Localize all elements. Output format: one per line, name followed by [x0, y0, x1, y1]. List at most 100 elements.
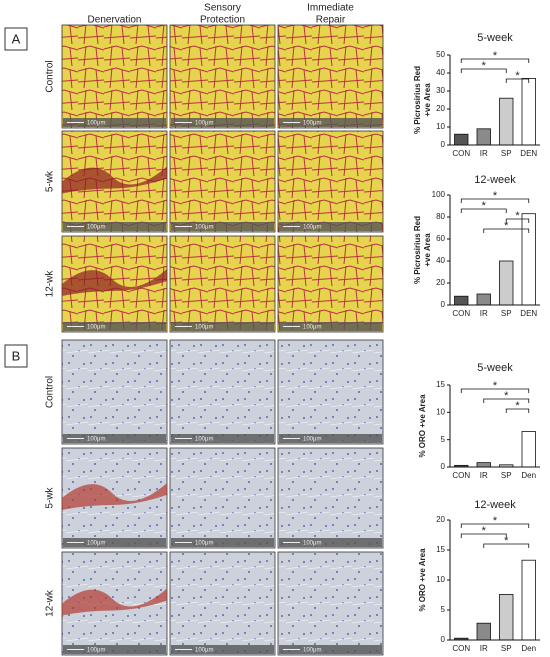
y-tick-label: 0: [441, 300, 446, 309]
significance-label: *: [515, 70, 520, 82]
significance-label: *: [515, 210, 520, 222]
y-tick-label: 50: [436, 50, 445, 59]
scale-bar-label: 100μm: [195, 325, 213, 331]
significance-bracket: [460, 388, 530, 393]
panel-label: A: [12, 31, 21, 46]
significance-bracket: [460, 198, 530, 203]
column-header: Denervation: [88, 15, 142, 26]
scale-bar-label: 100μm: [87, 121, 105, 127]
micrograph: [169, 235, 276, 333]
scale-bar-label: 100μm: [195, 437, 213, 443]
row-label: Control: [45, 376, 56, 408]
micrograph: [61, 339, 168, 445]
significance-bracket: [505, 218, 530, 223]
y-axis-label: % Picrosirius Red: [413, 216, 422, 284]
x-tick-label: SP: [501, 309, 512, 318]
x-tick-label: CON: [452, 644, 470, 653]
scale-bar-label: 100μm: [87, 648, 105, 654]
panel-label-box: [4, 27, 28, 51]
y-tick-label: 60: [436, 234, 445, 243]
scale-bar-label: 100μm: [195, 541, 213, 547]
bar: [476, 128, 491, 146]
bar: [521, 431, 536, 468]
bar: [454, 295, 469, 306]
column-header: Protection: [200, 15, 245, 26]
row-label: Control: [45, 60, 56, 92]
stain-region: [62, 588, 167, 616]
bar: [476, 462, 491, 468]
x-tick-label: IR: [480, 644, 488, 653]
x-tick-label: IR: [480, 149, 488, 158]
scale-bar-strip: [171, 118, 274, 127]
y-tick-label: 15: [436, 380, 445, 389]
y-tick-label: 40: [436, 68, 445, 77]
significance-bracket: [483, 398, 530, 403]
scale-bar-label: 100μm: [87, 225, 105, 231]
panel-label-box: [4, 344, 28, 368]
scale-bar-strip: [171, 222, 274, 231]
x-tick-label: CON: [452, 471, 470, 480]
column-header: Repair: [316, 15, 346, 26]
y-tick-label: 100: [432, 190, 446, 199]
y-tick-label: 20: [436, 104, 445, 113]
scale-bar-strip: [171, 322, 274, 331]
bar: [521, 78, 536, 146]
significance-bracket: [460, 58, 530, 63]
micrograph: [169, 447, 276, 549]
scale-bar-strip: [63, 118, 166, 127]
micrograph: [61, 24, 168, 129]
micrograph: [277, 130, 384, 233]
micrograph: [169, 551, 276, 656]
x-tick-label: DEN: [520, 309, 537, 318]
y-tick-label: 30: [436, 86, 445, 95]
scale-bar-label: 100μm: [195, 648, 213, 654]
scale-bar-label: 100μm: [303, 225, 321, 231]
y-tick-label: 10: [436, 575, 445, 584]
y-tick-label: 40: [436, 256, 445, 265]
row-label: 12-wk: [45, 589, 56, 617]
significance-bracket: [460, 208, 507, 213]
bar: [454, 133, 469, 146]
scale-bar-label: 100μm: [195, 225, 213, 231]
bar: [521, 559, 536, 641]
scale-bar-label: 100μm: [303, 437, 321, 443]
scale-bar-strip: [279, 434, 382, 443]
y-tick-label: 5: [441, 435, 446, 444]
significance-label: *: [493, 50, 498, 62]
y-axis-label: % Picrosirius Red: [413, 66, 422, 134]
y-tick-label: 5: [441, 605, 446, 614]
micrograph: [277, 339, 384, 445]
scale-bar-strip: [63, 538, 166, 547]
y-tick-label: 0: [441, 140, 446, 149]
scale-bar-strip: [279, 645, 382, 654]
y-tick-label: 10: [436, 122, 445, 131]
significance-label: *: [504, 390, 509, 402]
panel-label: B: [12, 348, 21, 363]
chart-title: 5-week: [477, 362, 513, 374]
chart-title: 12-week: [474, 499, 516, 511]
y-tick-label: 20: [436, 278, 445, 287]
bar: [476, 622, 491, 641]
significance-label: *: [504, 535, 509, 547]
bar: [499, 260, 514, 306]
significance-bracket: [483, 228, 530, 233]
micrograph: [169, 130, 276, 233]
scale-bar-strip: [63, 645, 166, 654]
scale-bar-label: 100μm: [87, 541, 105, 547]
significance-label: *: [515, 400, 520, 412]
scale-bar-strip: [63, 222, 166, 231]
y-tick-label: 10: [436, 407, 445, 416]
column-header: Immediate: [307, 3, 354, 14]
x-tick-label: CON: [452, 149, 470, 158]
y-tick-label: 20: [436, 515, 445, 524]
significance-bracket: [483, 543, 530, 548]
scale-bar-strip: [63, 434, 166, 443]
y-tick-label: 80: [436, 212, 445, 221]
scale-bar-strip: [279, 322, 382, 331]
significance-label: *: [504, 220, 509, 232]
micrograph: [277, 447, 384, 549]
significance-label: *: [493, 190, 498, 202]
y-axis-label: +ve Area: [423, 83, 432, 117]
scale-bar-strip: [279, 222, 382, 231]
x-tick-label: IR: [480, 309, 488, 318]
